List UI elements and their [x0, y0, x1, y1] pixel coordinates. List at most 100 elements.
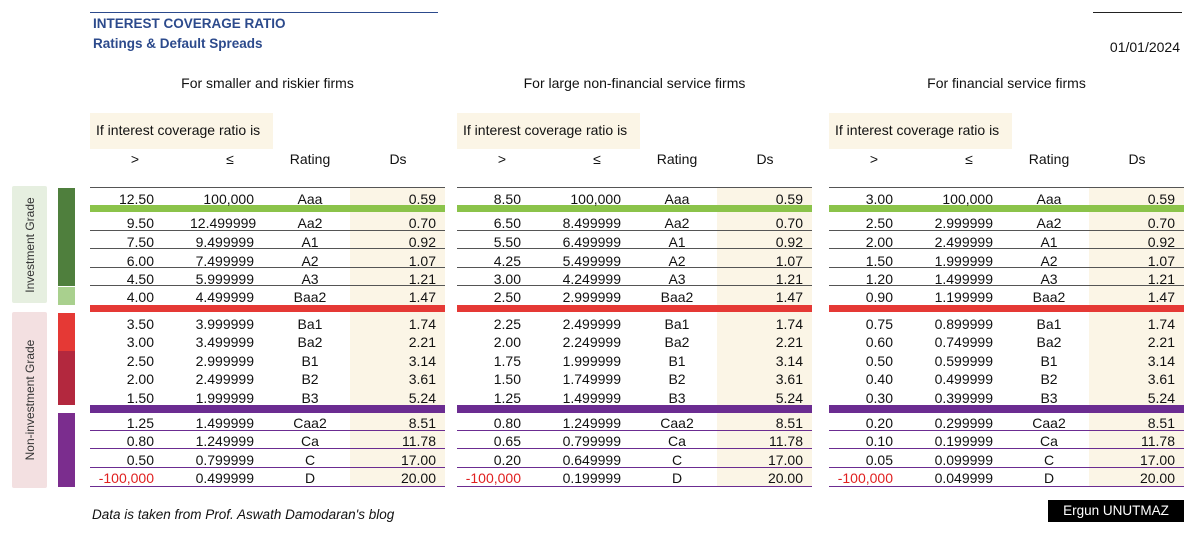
rating-cell: Ca	[301, 433, 319, 449]
condition-label: If interest coverage ratio is	[457, 113, 640, 149]
column-header: Ds	[389, 151, 407, 167]
table-row: 0.30 0.399999 B3 5.24	[829, 389, 1184, 407]
row-divider	[90, 467, 445, 468]
row-divider	[829, 267, 1184, 268]
spread-cell: 0.92	[1147, 234, 1175, 250]
spread-cell: 0.92	[775, 234, 803, 250]
condition-label: If interest coverage ratio is	[90, 113, 273, 149]
row-divider	[90, 230, 445, 231]
rating-cell: Ca	[668, 433, 686, 449]
row-divider	[457, 285, 812, 286]
table-row: -100,000 0.049999 D 20.00	[829, 469, 1184, 487]
max-ratio-cell: 0.199999	[562, 470, 621, 486]
spread-cell: 8.51	[1147, 415, 1175, 431]
table-row: 3.00 3.499999 Ba2 2.21	[90, 333, 445, 351]
max-ratio-cell: 0.749999	[934, 334, 993, 350]
spread-cell: 5.24	[1147, 390, 1175, 406]
min-ratio-cell: 0.10	[865, 433, 893, 449]
grade-separator	[457, 405, 812, 413]
column-header: Rating	[289, 151, 331, 167]
table-row: 3.50 3.999999 Ba1 1.74	[90, 315, 445, 333]
min-ratio-cell: 2.50	[865, 215, 893, 231]
min-ratio-cell: 2.50	[126, 353, 154, 369]
table-row: -100,000 0.199999 D 20.00	[457, 469, 812, 487]
rating-cell: A3	[668, 271, 686, 287]
ds-column-highlight	[1089, 188, 1184, 486]
rating-cell: Baa2	[1032, 289, 1066, 305]
table-row: 0.20 0.649999 C 17.00	[457, 451, 812, 469]
min-ratio-cell: 5.50	[493, 234, 521, 250]
table-row: 4.50 5.999999 A3 1.21	[90, 270, 445, 288]
row-divider	[829, 448, 1184, 449]
rating-cell: D	[1043, 470, 1055, 486]
max-ratio-cell: 1.249999	[562, 415, 621, 431]
spread-cell: 11.78	[1141, 433, 1175, 449]
rating-cell: B3	[301, 390, 319, 406]
spread-cell: 20.00	[1139, 470, 1175, 486]
min-ratio-cell: 2.00	[493, 334, 521, 350]
page-title: INTEREST COVERAGE RATIO	[93, 16, 286, 31]
spread-cell: 17.00	[400, 452, 436, 468]
grade-separator	[829, 405, 1184, 413]
row-divider	[457, 467, 812, 468]
min-ratio-cell: 6.00	[126, 253, 154, 269]
max-ratio-cell: 0.649999	[562, 452, 621, 468]
grade-strip-caa-d	[58, 413, 75, 487]
rating-cell: Ba1	[664, 316, 690, 332]
table-row: 0.80 1.249999 Caa2 8.51	[457, 414, 812, 432]
min-ratio-cell: 1.50	[493, 371, 521, 387]
source-note: Data is taken from Prof. Aswath Damodara…	[92, 507, 395, 522]
table-row: 2.00 2.499999 A1 0.92	[829, 233, 1184, 251]
min-ratio-cell: 4.25	[493, 253, 521, 269]
rating-cell: B2	[668, 371, 686, 387]
report-date: 01/01/2024	[1109, 39, 1180, 55]
max-ratio-cell: 0.799999	[562, 433, 621, 449]
max-ratio-cell: 0.799999	[195, 452, 254, 468]
max-ratio-cell: 100,000	[570, 191, 621, 207]
column-header: Rating	[656, 151, 698, 167]
row-divider	[457, 448, 812, 449]
min-ratio-cell: 0.90	[865, 289, 893, 305]
column-header: >	[497, 151, 507, 167]
rating-cell: B1	[1040, 353, 1058, 369]
table-row: 4.00 4.499999 Baa2 1.47	[90, 288, 445, 306]
author-badge: Ergun UNUTMAZ	[1048, 500, 1184, 522]
row-divider	[457, 267, 812, 268]
max-ratio-cell: 1.499999	[195, 415, 254, 431]
max-ratio-cell: 4.249999	[562, 271, 621, 287]
rating-cell: B1	[301, 353, 319, 369]
rating-cell: Aaa	[297, 191, 323, 207]
min-ratio-cell: 2.00	[865, 234, 893, 250]
max-ratio-cell: 1.999999	[934, 253, 993, 269]
table-row: 1.50 1.749999 B2 3.61	[457, 370, 812, 388]
spread-cell: 3.61	[408, 371, 436, 387]
column-header: Rating	[1028, 151, 1070, 167]
grade-strip-ba	[58, 313, 75, 351]
rating-cell: Caa2	[293, 415, 327, 431]
row-divider	[90, 187, 445, 188]
rating-cell: B3	[1040, 390, 1058, 406]
min-ratio-cell: 4.50	[126, 271, 154, 287]
row-divider	[457, 187, 812, 188]
ds-column-highlight	[717, 188, 812, 486]
rating-cell: Ba2	[664, 334, 690, 350]
rating-cell: Ba1	[297, 316, 323, 332]
rating-cell: A2	[301, 253, 319, 269]
investment-grade-band: Investment Grade	[12, 186, 47, 303]
rating-cell: C	[304, 452, 316, 468]
table-row: -100,000 0.499999 D 20.00	[90, 469, 445, 487]
min-ratio-cell: 0.75	[865, 316, 893, 332]
grade-strip-b	[58, 351, 75, 405]
row-divider	[457, 430, 812, 431]
spread-cell: 5.24	[775, 390, 803, 406]
grade-strip-aaa-a3	[58, 188, 75, 286]
max-ratio-cell: 12.499999	[190, 215, 257, 231]
min-ratio-cell: 4.00	[126, 289, 154, 305]
rating-cell: A2	[668, 253, 686, 269]
rating-cell: C	[671, 452, 683, 468]
rating-cell: B1	[668, 353, 686, 369]
spread-cell: 1.47	[408, 289, 436, 305]
spread-cell: 2.21	[1147, 334, 1175, 350]
spread-cell: 1.47	[1147, 289, 1175, 305]
date-rule	[1093, 12, 1182, 13]
